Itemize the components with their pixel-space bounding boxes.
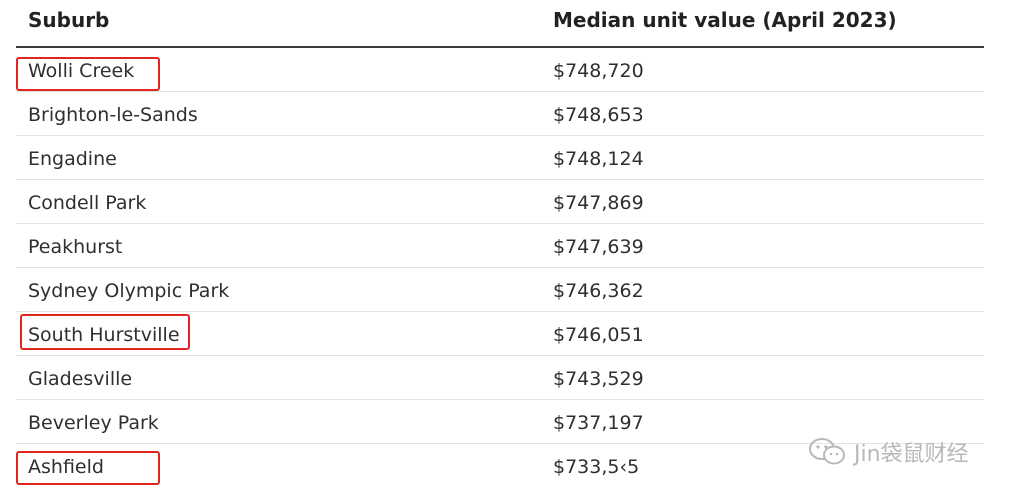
- highlight-box-ashfield: [16, 451, 160, 485]
- wechat-icon: [808, 436, 848, 468]
- value-cell: $737,197: [553, 412, 644, 434]
- table-row: Sydney Olympic Park $746,362: [16, 268, 984, 312]
- value-cell: $733,5‹5: [553, 456, 640, 478]
- value-cell: $746,362: [553, 280, 644, 302]
- suburb-cell: Condell Park: [28, 192, 147, 214]
- suburb-cell: Engadine: [28, 148, 117, 170]
- table-row: Gladesville $743,529: [16, 356, 984, 400]
- table-row: Condell Park $747,869: [16, 180, 984, 224]
- table-header: Suburb Median unit value (April 2023): [16, 0, 984, 48]
- table-row: Beverley Park $737,197: [16, 400, 984, 444]
- suburb-cell: Beverley Park: [28, 412, 159, 434]
- value-cell: $748,653: [553, 104, 644, 126]
- value-cell: $748,124: [553, 148, 644, 170]
- suburb-cell: Peakhurst: [28, 236, 123, 258]
- table-row: Peakhurst $747,639: [16, 224, 984, 268]
- watermark-text: Jin袋鼠财经: [854, 442, 969, 467]
- value-cell: $748,720: [553, 60, 644, 82]
- value-cell: $743,529: [553, 368, 644, 390]
- value-cell: $747,639: [553, 236, 644, 258]
- table-row: Ashfield $733,5‹5: [16, 444, 984, 487]
- table-row: Wolli Creek $748,720: [16, 48, 984, 92]
- suburb-cell: Sydney Olympic Park: [28, 280, 230, 302]
- highlight-box-south-hurstville: [20, 314, 190, 350]
- suburb-cell: Wolli Creek: [28, 60, 135, 82]
- value-cell: $746,051: [553, 324, 644, 346]
- table-row: Brighton-le-Sands $748,653: [16, 92, 984, 136]
- suburb-value-table: Suburb Median unit value (April 2023) Wo…: [16, 0, 984, 487]
- watermark: Jin袋鼠财经: [808, 436, 969, 468]
- header-suburb: Suburb: [28, 8, 110, 32]
- header-median-value: Median unit value (April 2023): [553, 8, 897, 32]
- value-cell: $747,869: [553, 192, 644, 214]
- suburb-cell: Ashfield: [28, 456, 104, 478]
- highlight-box-wolli-creek: [16, 57, 160, 91]
- table-row: South Hurstville $746,051: [16, 312, 984, 356]
- suburb-cell: South Hurstville: [28, 324, 180, 346]
- suburb-cell: Brighton-le-Sands: [28, 104, 198, 126]
- table-row: Engadine $748,124: [16, 136, 984, 180]
- suburb-cell: Gladesville: [28, 368, 133, 390]
